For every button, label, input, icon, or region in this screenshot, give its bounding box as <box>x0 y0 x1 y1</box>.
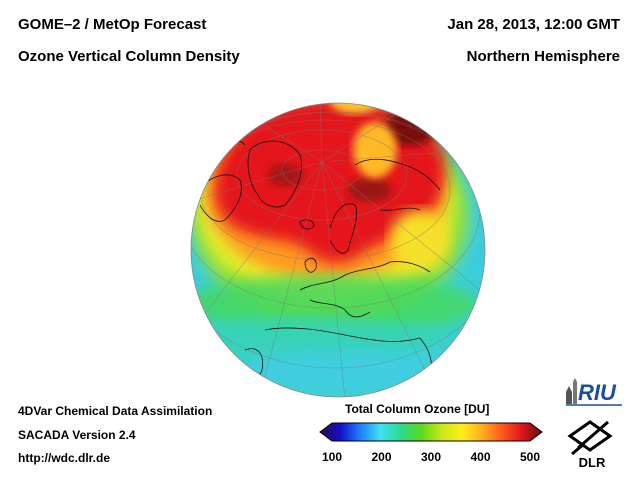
dlr-logo: DLR <box>567 420 613 470</box>
quantity-title: Ozone Vertical Column Density <box>18 48 240 65</box>
riu-logo-text: RIU <box>578 380 617 405</box>
colorbar-tick-label: 500 <box>519 450 541 464</box>
riu-logo: RIU <box>566 378 622 406</box>
datetime-label: Jan 28, 2013, 12:00 GMT <box>447 16 620 33</box>
colorbar-tick-label: 400 <box>470 450 491 464</box>
product-title: GOME–2 / MetOp Forecast <box>18 16 207 33</box>
url-link[interactable]: http://wdc.dlr.de <box>18 451 110 465</box>
colorbar-tick-label: 200 <box>371 450 392 464</box>
coastlines <box>199 110 441 383</box>
colorbar-tick-label: 300 <box>420 450 442 464</box>
region-label: Northern Hemisphere <box>466 48 620 65</box>
dlr-logo-text: DLR <box>579 455 606 470</box>
method-label: 4DVar Chemical Data Assimilation <box>18 404 213 418</box>
ozone-field <box>191 103 485 397</box>
colorbar <box>319 422 543 442</box>
colorbar-title: Total Column Ozone [DU] <box>345 402 490 416</box>
colorbar-tick-label: 100 <box>321 450 343 464</box>
version-label: SACADA Version 2.4 <box>18 428 136 442</box>
